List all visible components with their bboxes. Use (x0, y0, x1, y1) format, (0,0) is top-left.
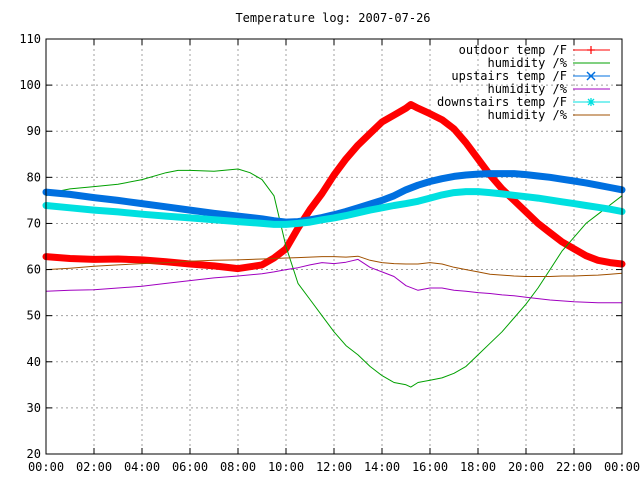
series-line-3 (42, 170, 626, 226)
legend-label: downstairs temp /F (437, 95, 567, 109)
chart-title: Temperature log: 2007-07-26 (235, 11, 430, 25)
legend-label: humidity /% (488, 82, 568, 96)
x-tick-label: 20:00 (508, 460, 544, 474)
y-tick-label: 90 (27, 124, 41, 138)
y-tick-label: 20 (27, 447, 41, 461)
y-tick-label: 40 (27, 355, 41, 369)
y-tick-label: 100 (19, 78, 41, 92)
x-tick-label: 04:00 (124, 460, 160, 474)
x-tick-label: 10:00 (268, 460, 304, 474)
x-tick-label: 16:00 (412, 460, 448, 474)
legend-marker-star (587, 98, 595, 106)
series-line-2 (45, 168, 623, 388)
y-tick-label: 50 (27, 309, 41, 323)
y-tick-label: 60 (27, 263, 41, 277)
x-tick-label: 12:00 (316, 460, 352, 474)
x-tick-label: 08:00 (220, 460, 256, 474)
legend-label: upstairs temp /F (451, 69, 567, 83)
x-tick-label: 18:00 (460, 460, 496, 474)
plot-series (42, 101, 626, 388)
legend-label: outdoor temp /F (459, 43, 567, 57)
x-tick-label: 02:00 (76, 460, 112, 474)
legend-marker-plus (587, 46, 595, 54)
legend-marker-x (586, 71, 596, 81)
x-tick-label: 06:00 (172, 460, 208, 474)
axes: 20 30 40 50 60 70 80 90 100 110 00:00 02:00 04:00 06:… (19, 32, 640, 474)
legend-label: humidity /% (488, 56, 568, 70)
series-line-5 (42, 188, 626, 228)
y-tick-label: 80 (27, 170, 41, 184)
series-line-1 (42, 101, 626, 273)
series-line-4 (45, 258, 623, 304)
series-line-6 (45, 255, 623, 277)
gridlines (46, 39, 622, 454)
x-tick-label: 14:00 (364, 460, 400, 474)
x-tick-label: 00:00 (28, 460, 64, 474)
y-tick-label: 110 (19, 32, 41, 46)
legend-label: humidity /% (488, 108, 568, 122)
y-tick-label: 70 (27, 216, 41, 230)
y-tick-label: 30 (27, 401, 41, 415)
x-tick-label: 22:00 (556, 460, 592, 474)
x-tick-label: 00:00 (604, 460, 640, 474)
